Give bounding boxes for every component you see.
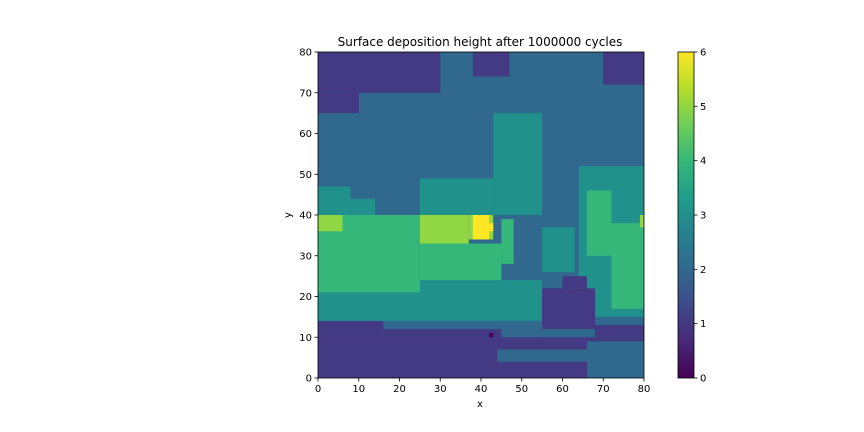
colorbar-tick-label: 0 <box>700 374 706 385</box>
heatmap-region-22 <box>489 223 494 232</box>
heatmap-region-30 <box>586 341 644 378</box>
heatmap-region-24 <box>318 320 384 338</box>
heatmap-region-26 <box>542 288 596 330</box>
heatmap-region-20 <box>639 215 644 228</box>
y-tick-label: 70 <box>299 88 312 99</box>
y-tick-label: 60 <box>299 129 312 140</box>
x-tick-label: 20 <box>393 384 406 395</box>
heatmap-region-27 <box>562 276 587 289</box>
heatmap-region-16 <box>586 190 612 256</box>
chart-title: Surface deposition height after 1000000 … <box>338 35 623 49</box>
x-tick-label: 30 <box>434 384 447 395</box>
heatmap-region-4 <box>603 52 644 85</box>
x-axis-label: x <box>477 399 483 410</box>
x-tick-label: 50 <box>515 384 528 395</box>
heatmap-cells <box>318 52 644 378</box>
heatmap-region-5 <box>493 113 543 215</box>
heatmap-region-13 <box>419 243 502 281</box>
y-axis-ticks: 0 10 20 30 40 50 60 70 80 <box>299 48 318 385</box>
colorbar-tick-label: 1 <box>700 319 706 330</box>
colorbar-tick-label: 3 <box>700 211 706 222</box>
heatmap-region-25 <box>383 329 543 338</box>
y-tick-label: 20 <box>299 292 312 303</box>
heatmap-region-7 <box>318 186 351 215</box>
heatmap-region-2 <box>318 92 359 114</box>
heatmap-region-1 <box>318 52 441 93</box>
colorbar-tick-label: 5 <box>700 102 706 113</box>
colorbar-tick-label: 6 <box>700 48 706 59</box>
heatmap-region-28 <box>595 325 644 338</box>
x-axis-ticks: 0 10 20 30 40 50 60 70 80 <box>315 378 651 395</box>
heatmap-region-6 <box>419 178 494 215</box>
heatmap-region-32 <box>489 333 494 338</box>
heatmap-region-31 <box>501 320 543 338</box>
colorbar-tick-label: 2 <box>700 265 706 276</box>
y-tick-label: 10 <box>299 333 312 344</box>
y-tick-label: 80 <box>299 48 312 59</box>
y-tick-label: 40 <box>299 211 312 222</box>
heatmap-region-8 <box>350 198 376 215</box>
heatmap-region-21 <box>472 215 490 240</box>
y-axis-label: y <box>283 212 294 218</box>
y-tick-label: 50 <box>299 170 312 181</box>
y-tick-label: 30 <box>299 251 312 262</box>
x-tick-label: 70 <box>597 384 610 395</box>
heatmap-region-15 <box>611 223 644 309</box>
x-tick-label: 10 <box>352 384 365 395</box>
x-tick-label: 60 <box>556 384 569 395</box>
heatmap-region-17 <box>318 215 343 232</box>
heatmap-region-3 <box>472 52 510 77</box>
heatmap-region-10 <box>542 227 575 273</box>
x-tick-label: 80 <box>638 384 651 395</box>
x-tick-label: 0 <box>315 384 321 395</box>
colorbar-ticks: 0 1 2 3 4 5 6 <box>694 48 706 385</box>
heatmap-region-18 <box>419 215 469 244</box>
x-tick-label: 40 <box>475 384 488 395</box>
heatmap-region-14 <box>501 219 514 264</box>
colorbar <box>677 51 695 379</box>
y-tick-label: 0 <box>306 374 312 385</box>
colorbar-tick-label: 4 <box>700 156 706 167</box>
